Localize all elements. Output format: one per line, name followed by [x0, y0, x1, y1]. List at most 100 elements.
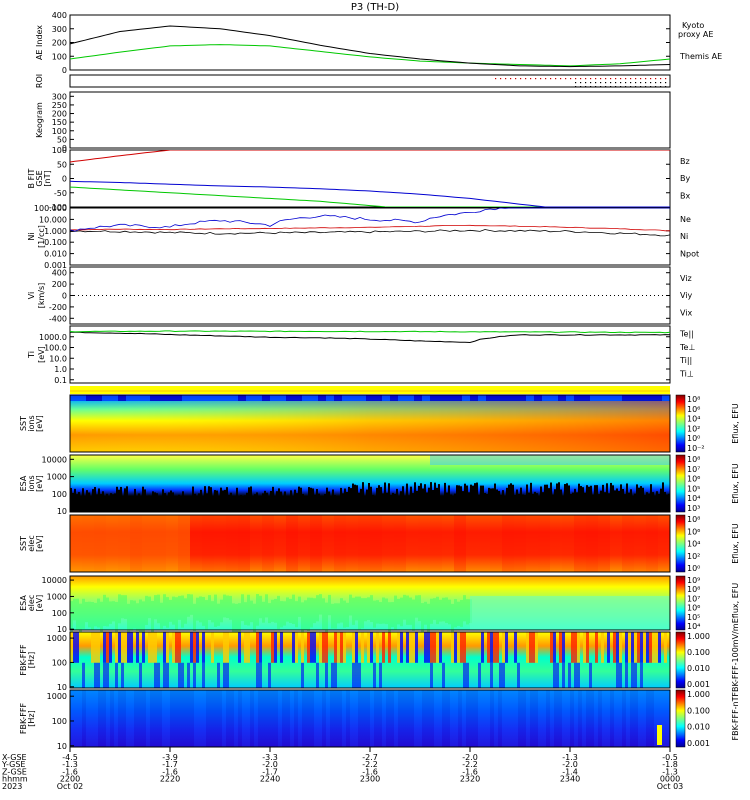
roi-marker [635, 78, 637, 80]
roi-marker [600, 86, 602, 88]
roi-marker [635, 82, 637, 84]
fbk-fff-e-colorbar-tick: 0.100 [687, 648, 710, 657]
roi-marker [575, 78, 577, 80]
roi-marker [525, 78, 527, 80]
bfield-ylabel: B FIT [27, 168, 36, 188]
density-ytick: 0.100 [44, 238, 67, 247]
esa-ion-colorbar-tick: 10⁵ [687, 484, 700, 493]
roi-marker [495, 78, 497, 80]
roi-marker [605, 78, 607, 80]
roi-marker [625, 86, 627, 88]
esa-elec-colorbar-tick: 10⁶ [687, 604, 700, 613]
roi-marker [635, 86, 637, 88]
esa-elec-colorbar-tick: 10⁴ [687, 622, 700, 631]
fbk-fff-b-colorbar [675, 689, 686, 748]
esa-elec-ytick: 100 [52, 609, 67, 618]
velocity-ytick: 0 [62, 292, 67, 301]
keogram-ytick: 300 [52, 92, 67, 101]
density-ylabel2: [1/cc] [37, 225, 46, 248]
x-tick-label: -1.8 [662, 760, 678, 769]
roi-marker [590, 78, 592, 80]
x-tick-label: 2320 [460, 775, 480, 784]
esa-ion-panel: ESA ions [eV] 10 100 1000 10000 10⁸10⁷10⁶10⁵10⁴… [19, 454, 740, 516]
roi-marker [580, 78, 582, 80]
esa-elec-ylabel2: elec [27, 595, 36, 611]
roi-marker [565, 78, 567, 80]
roi-marker [590, 82, 592, 84]
temperature-ytick: 1000.0 [39, 333, 67, 342]
bfield-legend-entry: By [680, 174, 690, 183]
temperature-ylabel2: [eV] [37, 346, 46, 363]
esa-ion-colorbar-label: Eflux, EFU [731, 463, 740, 504]
sst-elec-ylabel: SST [19, 536, 28, 551]
esa-ion-ytick: 1000 [47, 473, 67, 482]
roi-marker [600, 78, 602, 80]
esa-elec-ytick: 10 [57, 625, 67, 634]
roi-marker [550, 78, 552, 80]
sst-elec-colorbar-tick: 10⁸ [687, 515, 700, 524]
quality-strip [70, 386, 670, 394]
temperature-ytick: 1.0 [54, 365, 67, 374]
esa-ion-ytick: 10 [57, 507, 67, 516]
fbk-fff-e-colorbar-tick: 1.000 [687, 632, 710, 641]
fbk-fff-e-ytick: 1000 [47, 634, 67, 643]
roi-panel: ROI [35, 74, 671, 88]
velocity-ytick: 400 [52, 269, 67, 278]
ae-series-line [69, 44, 671, 67]
x-tick-label: -2.7 [362, 753, 378, 762]
fbk-fff-e-panel: FBK-FFF [Hz] 10 100 1000 1.000 0.100 0.010 0.001… [19, 623, 740, 696]
fbk-fff-b-ytick: 100 [52, 717, 67, 726]
sst-elec-ylabel3: [eV] [35, 535, 44, 552]
velocity-ytick: 200 [52, 280, 67, 289]
esa-ion-ylabel: ESA [19, 475, 28, 491]
roi-marker [645, 82, 647, 84]
roi-marker [580, 82, 582, 84]
fbk-fff-e-colorbar-label: FBK-FFF-100mV/m [731, 623, 740, 696]
sst-elec-colorbar [675, 514, 686, 573]
roi-marker [660, 78, 662, 80]
esa-elec-colorbar-label: Eflux, EFU [731, 583, 740, 624]
ae-ytick: 0 [62, 66, 67, 75]
roi-marker [520, 78, 522, 80]
fbk-fff-b-ylabel: FBK-FFF [19, 703, 28, 735]
roi-marker [560, 78, 562, 80]
roi-marker [530, 78, 532, 80]
roi-marker [515, 78, 517, 80]
bfield-series-line [70, 150, 670, 163]
x-tick-label: -1.4 [562, 767, 578, 776]
density-series-line [69, 207, 670, 232]
roi-marker [650, 86, 652, 88]
x-axis: X-GSE -4.5 -3.9 -3.3 -2.7 -2.0 -1.3 -0.5Y-GSE -1… [1, 747, 683, 791]
roi-marker [500, 78, 502, 80]
velocity-ytick: -200 [49, 303, 67, 312]
x-row-label: X-GSE [2, 753, 27, 762]
roi-marker [610, 78, 612, 80]
roi-marker [615, 82, 617, 84]
roi-marker [630, 86, 632, 88]
density-series-line [69, 224, 670, 232]
x-tick-label: -2.0 [562, 760, 578, 769]
esa-elec-ytick: 1000 [47, 592, 67, 601]
roi-marker [630, 82, 632, 84]
density-legend-entry: Npot [680, 249, 699, 258]
sst-elec-colorbar-tick: 10² [687, 552, 700, 561]
bfield-ylabel2: GSE [35, 170, 44, 186]
roi-marker [655, 86, 657, 88]
sst-ion-colorbar-tick: 10⁸ [687, 395, 700, 404]
x-tick-label: -1.6 [462, 767, 478, 776]
roi-marker [650, 82, 652, 84]
sst-elec-colorbar-tick: 10⁶ [687, 527, 700, 536]
keogram-ytick: 0 [62, 144, 67, 153]
bfield-ytick: -50 [54, 189, 67, 198]
x-tick-label: 2340 [560, 775, 580, 784]
x-row-label: hhmm [2, 775, 28, 784]
ae-legend-themis: Themis AE [679, 52, 722, 61]
x-tick-label: 2240 [260, 775, 280, 784]
roi-marker [540, 78, 542, 80]
roi-marker [640, 86, 642, 88]
keogram-ytick: 200 [52, 110, 67, 119]
temperature-legend-entry: Ti⊥ [679, 369, 694, 378]
esa-elec-colorbar-tick: 10⁹ [687, 576, 700, 585]
x-tick-label: 2220 [160, 775, 180, 784]
